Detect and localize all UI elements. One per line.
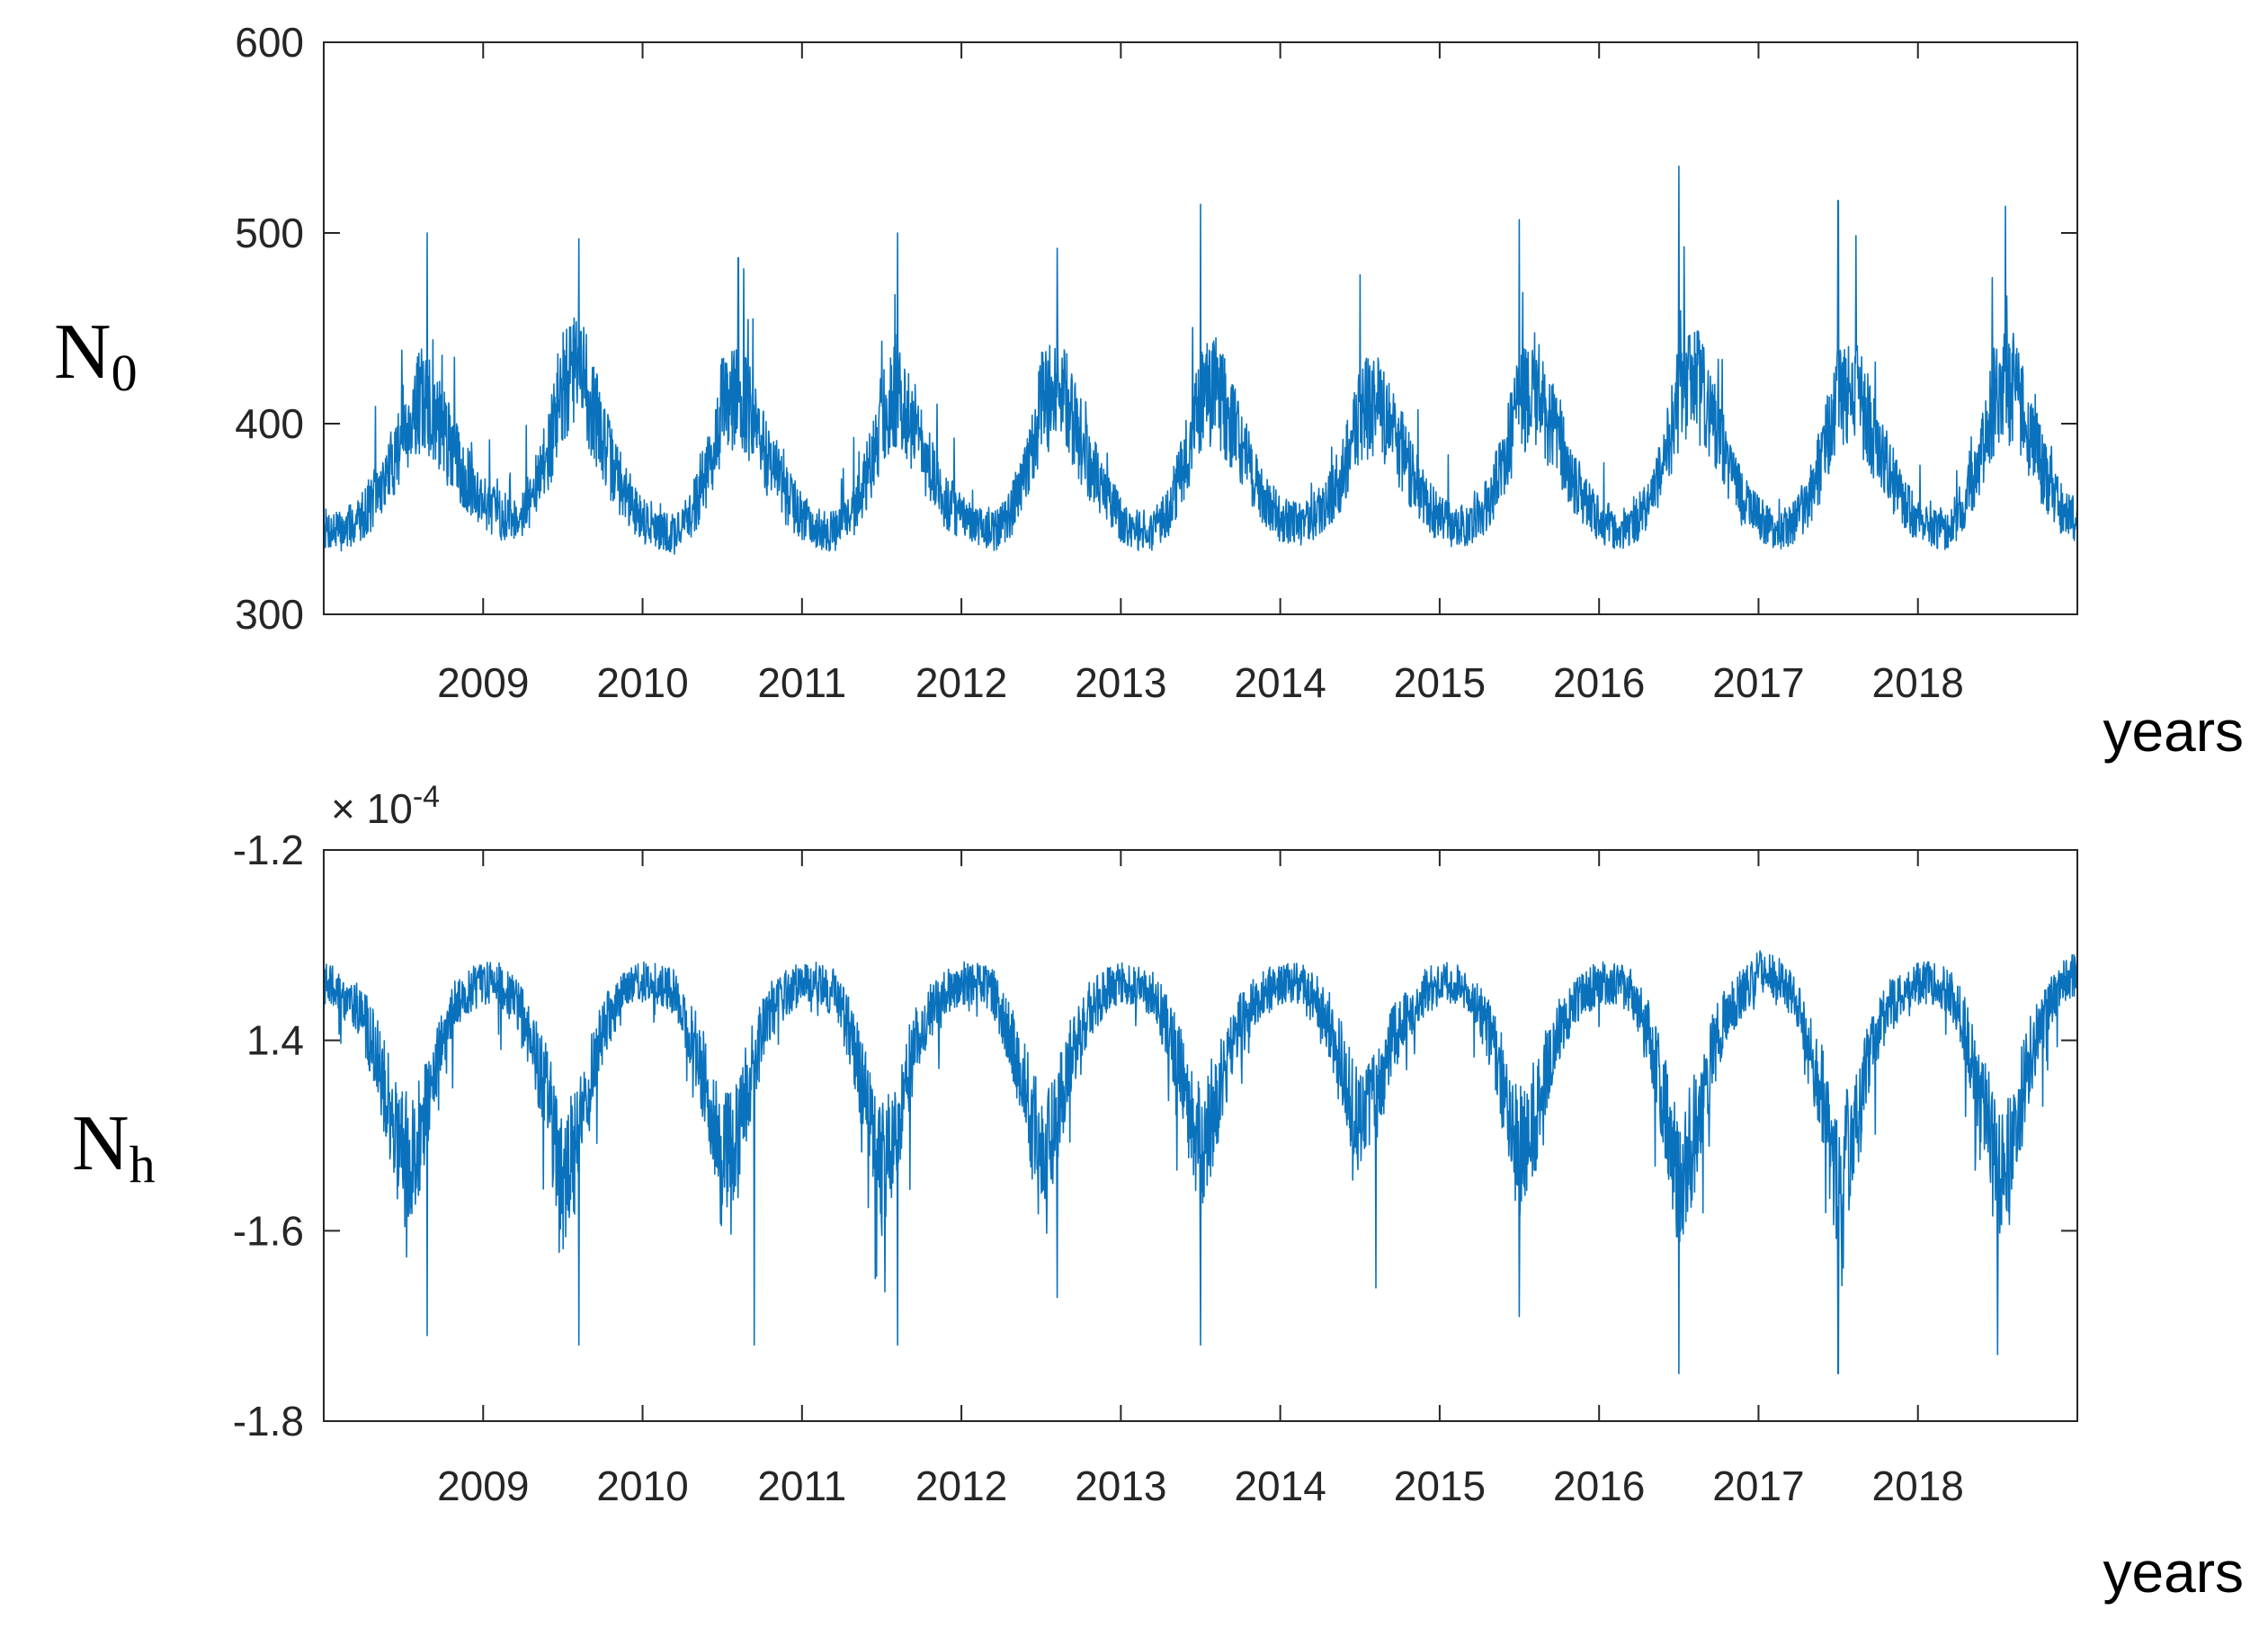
y-tick-label: 600: [235, 19, 304, 66]
series-line: [323, 950, 2078, 1374]
x-tick-label: 2016: [1553, 1463, 1645, 1509]
x-tick-label: 2010: [596, 659, 688, 706]
x-tick-label: 2018: [1872, 1463, 1964, 1509]
x-tick-label: 2016: [1553, 659, 1645, 706]
x-tick-label: 2012: [915, 1463, 1007, 1509]
y-axis-label: Nh: [72, 1100, 156, 1194]
top-panel: 300 400 500 600 2009 2010 2011 2012 2013 2014 2015…: [54, 19, 2244, 764]
x-tick-label: 2014: [1234, 1463, 1326, 1509]
x-tick-label: 2013: [1075, 1463, 1166, 1509]
x-tick-label: 2015: [1394, 1463, 1486, 1509]
x-tick-label: 2009: [437, 1463, 529, 1509]
x-tick-label: 2015: [1394, 659, 1486, 706]
x-tick-label: 2017: [1712, 659, 1804, 706]
x-tick-label: 2014: [1234, 659, 1326, 706]
x-tick-label: 2011: [757, 1463, 846, 1509]
y-tick-label: 300: [235, 591, 304, 638]
series-line: [323, 165, 2078, 555]
plot-frame: [323, 41, 2078, 615]
y-tick-label: -1.2: [233, 827, 304, 873]
y-tick-label: -1.8: [233, 1398, 304, 1445]
bottom-panel: -1.8 -1.6 1.4 -1.2 2009 2010 2011 2012 2013 2014 2…: [72, 780, 2244, 1605]
x-tick-label: 2018: [1872, 659, 1964, 706]
x-tick-label: 2010: [596, 1463, 688, 1509]
x-tick-label: 2017: [1712, 1463, 1804, 1509]
plot-frame: [323, 849, 2078, 1422]
y-tick-label: 500: [235, 210, 304, 256]
y-multiplier: × 10-4: [331, 780, 440, 832]
x-axis-unit: years: [2103, 699, 2245, 764]
y-tick-label: -1.6: [233, 1207, 304, 1254]
y-tick-label: 400: [235, 400, 304, 447]
x-tick-label: 2011: [757, 659, 846, 706]
y-axis-label: N0: [54, 309, 138, 402]
y-tick-label: 1.4: [246, 1017, 304, 1064]
x-tick-label: 2013: [1075, 659, 1166, 706]
x-tick-label: 2012: [915, 659, 1007, 706]
x-tick-label: 2009: [437, 659, 529, 706]
x-axis-unit: years: [2103, 1540, 2245, 1605]
